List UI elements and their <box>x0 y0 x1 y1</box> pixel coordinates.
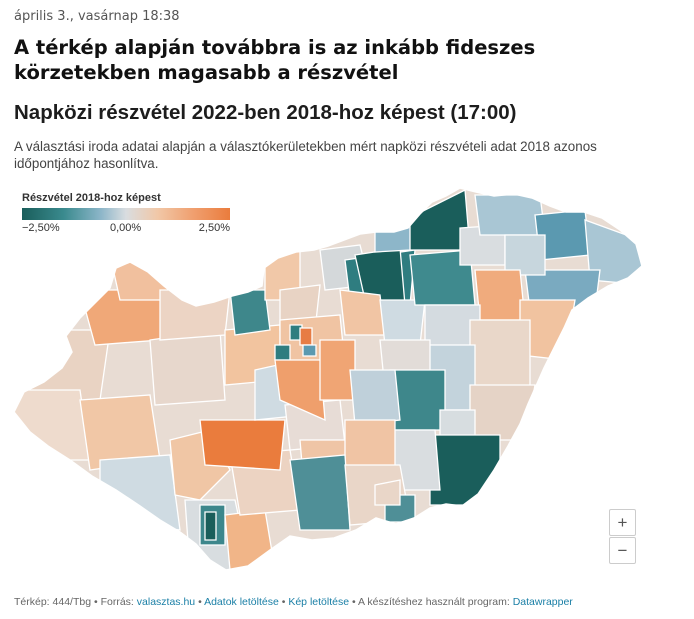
timestamp: április 3., vasárnap 18:38 <box>14 9 180 24</box>
zoom-out-button[interactable]: − <box>609 537 636 564</box>
district <box>204 511 217 541</box>
map-credit: Térkép: 444/Tbg <box>14 596 92 608</box>
district <box>339 289 386 336</box>
datawrapper-link[interactable]: Datawrapper <box>512 596 573 608</box>
separator: • <box>281 596 286 608</box>
zoom-in-button[interactable]: + <box>609 509 636 536</box>
data-download-link[interactable]: Adatok letöltése <box>204 596 279 608</box>
legend-title: Részvétel 2018-hoz képest <box>22 192 161 204</box>
chart-description: A választási iroda adatai alapján a vála… <box>14 139 597 171</box>
district <box>199 419 286 471</box>
district <box>349 369 401 426</box>
source-label: Forrás: <box>100 596 134 608</box>
footer: Térkép: 444/Tbg • Forrás: valasztas.hu •… <box>14 596 573 608</box>
district <box>344 419 396 471</box>
tool-label: A készítéshez használt program: <box>358 596 510 608</box>
district <box>159 289 231 341</box>
district <box>429 434 501 506</box>
district <box>274 344 291 361</box>
district <box>149 329 226 406</box>
separator: • <box>198 596 202 608</box>
separator: • <box>93 596 98 608</box>
legend-color-scale <box>22 208 230 220</box>
district <box>274 359 326 422</box>
legend-max-label: 2,50% <box>198 222 230 234</box>
image-download-link[interactable]: Kép letöltése <box>288 596 350 608</box>
district <box>374 479 401 506</box>
legend-ticks: −2,50% 0,00% 2,50% <box>22 220 234 236</box>
source-link[interactable]: valasztas.hu <box>136 596 196 608</box>
district <box>299 327 313 346</box>
district <box>99 454 181 531</box>
separator: • <box>351 596 356 608</box>
district <box>504 234 546 276</box>
district <box>302 344 317 357</box>
district <box>229 289 271 336</box>
district <box>379 299 426 346</box>
headline: A térkép alapján továbbra is az inkább f… <box>14 36 536 84</box>
legend-mid-label: 0,00% <box>110 222 142 234</box>
district <box>584 219 642 286</box>
legend: Részvétel 2018-hoz képest −2,50% 0,00% 2… <box>22 192 234 236</box>
choropleth-map[interactable] <box>0 0 694 590</box>
chart-title: Napközi részvétel 2022-ben 2018-hoz képe… <box>14 101 517 124</box>
district <box>14 389 91 461</box>
legend-min-label: −2,50% <box>22 222 60 234</box>
district <box>469 319 531 391</box>
district <box>289 454 351 531</box>
district <box>474 269 526 321</box>
